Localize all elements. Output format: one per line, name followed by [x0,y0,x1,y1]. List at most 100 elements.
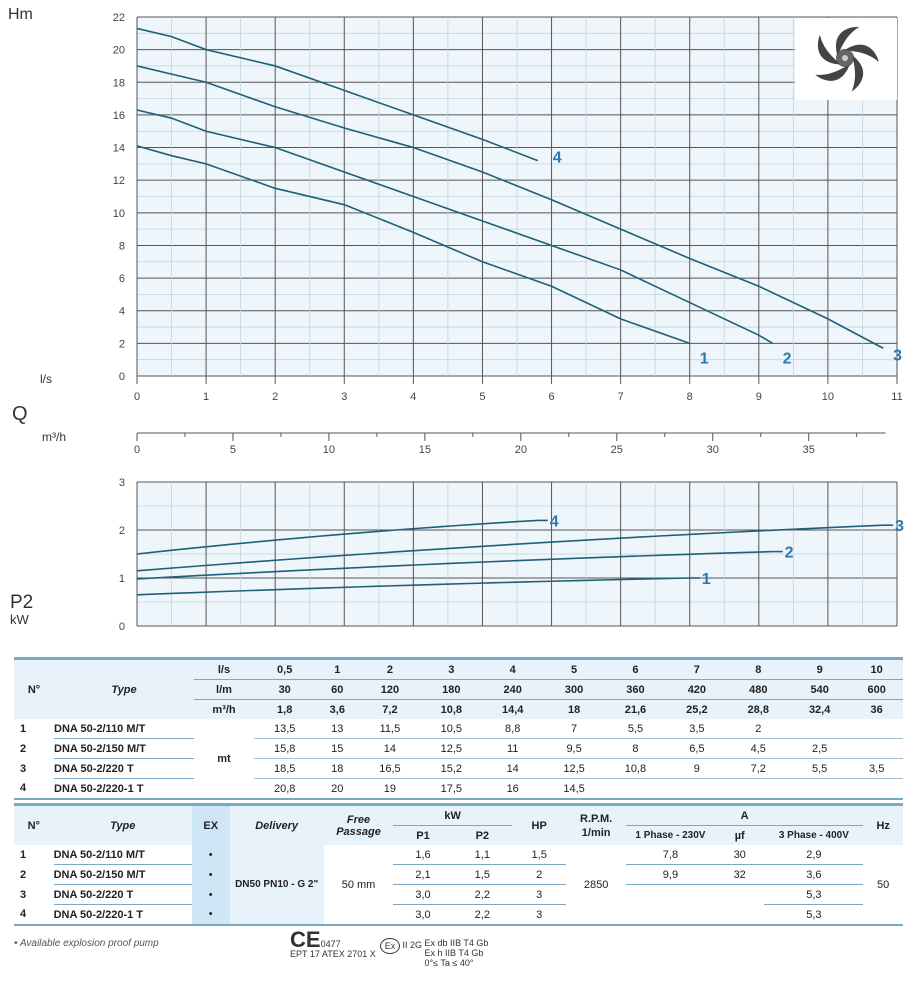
head-value [850,738,903,759]
hz-value: 50 [877,878,890,891]
head-value: 12,5 [543,758,605,779]
power-curve-1 [136,577,690,596]
head-value: 5,5 [788,758,851,779]
h-3phase: 3 Phase - 400V [778,830,849,841]
ce-mark: CE0477 EPT 17 ATEX 2701 X [290,929,376,960]
flow-value: 10 [850,658,903,680]
pump-type: DNA 50-2/150 M/T [54,738,194,759]
p2-label: P2 [10,592,34,613]
flow-value: 480 [727,679,789,700]
h-rpm: R.P.M. 1/min [566,805,626,846]
header-type: Type [111,683,137,696]
m3h-tick-label: 10 [323,444,335,456]
p1-value: 3,0 [415,908,431,921]
p1-value: 1,6 [393,845,453,865]
y-tick-label: 22 [113,12,125,24]
ce-logo: CE [290,927,321,952]
flow-value: 32,4 [808,703,831,716]
row-number: 3 [20,762,27,775]
m3h-tick-label: 5 [230,444,236,456]
flow-value: 0,5 [254,658,316,680]
hp-value: 3 [536,908,543,921]
head-value [666,779,727,800]
table-row: 2 DNA 50-2/150 M/T • 2,1 1,5 2 9,9 32 3,6 [14,864,903,885]
head-value: 12,5 [420,738,482,759]
head-value: 10,5 [420,719,482,739]
table-row: 1 DNA 50-2/110 M/T mt 13,5 13 11,5 10,5 8,8 7 5,5… [14,719,903,765]
head-value: 8,8 [482,719,544,739]
current-3phase: 2,9 [764,845,864,865]
table-row: 1 DNA 50-2/110 M/T • DN50 PN10 - G 2" 50 mm 1… [14,845,903,925]
p1-value: 2,1 [393,864,453,885]
capacitor-uf: 32 [714,864,765,885]
head-value: 9 [666,758,728,779]
ex-line-2: Ex h IIB T4 Gb [424,948,484,958]
hm-label: Hm [8,6,33,23]
y-tick-label: 0 [119,371,125,383]
flow-value: 10,8 [440,703,463,716]
table-row: 4 DNA 50-2/220-1 T • 3,0 2,2 3 5,3 [14,904,903,925]
h-a: A [625,804,864,826]
ex-line-1: Ex db IIB T4 Gb [424,938,489,948]
x-tick-label: 2 [272,391,278,403]
x-tick-label: 0 [134,391,140,403]
head-value: 5,5 [604,719,667,739]
atex-cert: EPT 17 ATEX 2701 X [290,949,376,959]
ex-line-3: 0°≤ Ta ≤ 40° [424,958,474,968]
rpm-value: 2850 [583,878,609,891]
h-hp: HP [531,819,547,832]
x-tick-label: 9 [756,391,762,403]
h-uf: µf [734,829,745,842]
head-value: 20 [331,782,344,795]
flow-value: 3,6 [329,703,345,716]
flow-value: 5 [543,658,605,680]
ls-label: l/s [40,372,52,386]
ex-marker: • [191,864,230,885]
head-value: 18,5 [254,758,316,779]
row-number: 1 [20,848,27,861]
flow-value: 360 [604,679,667,700]
x-tick-label: 5 [479,391,485,403]
unit-m3h: m³/h [212,703,236,716]
x-tick-label: 3 [341,391,347,403]
impeller-image [795,18,897,100]
x-tick-label: 4 [410,391,416,403]
head-value: 14 [359,738,421,759]
flow-value: 7,2 [382,703,398,716]
specs-table: N° Type EX Delivery Free Passage kW HP R… [14,803,903,926]
curve-label-2: 2 [783,350,792,367]
power-curve-2 [136,550,773,580]
head-value: 17,5 [440,782,463,795]
flow-value: 120 [359,679,421,700]
head-value: 15,8 [254,738,316,759]
m3h-label: m³/h [42,430,66,444]
hp-value: 3 [511,884,567,905]
flow-value: 25,2 [686,703,708,716]
h-delivery: Delivery [255,819,299,832]
head-value: 11,5 [359,719,421,739]
pump-type: DNA 50-2/220 T [53,884,192,905]
ex-group: II 2G [402,940,423,950]
head-curve-2 [136,109,774,345]
power-label-4: 4 [550,513,559,530]
flow-value: 30 [254,679,316,700]
unit-lm: l/m [194,679,254,700]
x-tick-label: 6 [548,391,554,403]
ex-hexagon-icon: Ex [380,938,400,954]
head-value: 9,5 [543,738,605,759]
h-rpm-unit: 1/min [581,826,611,839]
h-hz: Hz [876,819,890,832]
head-value: 8 [604,738,667,759]
flow-value: 300 [543,679,605,700]
current-1phase [626,885,715,905]
h-type: Type [110,819,136,832]
flow-value: 14,4 [501,703,524,716]
head-value: 13 [315,719,360,739]
flow-value: 60 [315,679,360,700]
flow-value: 3 [420,658,482,680]
h-1phase: 1 Phase - 230V [635,830,706,841]
head-value [788,719,851,739]
head-value: 14 [482,758,544,779]
pump-type: DNA 50-2/110 M/T [53,845,192,865]
head-value: 15 [315,738,360,759]
